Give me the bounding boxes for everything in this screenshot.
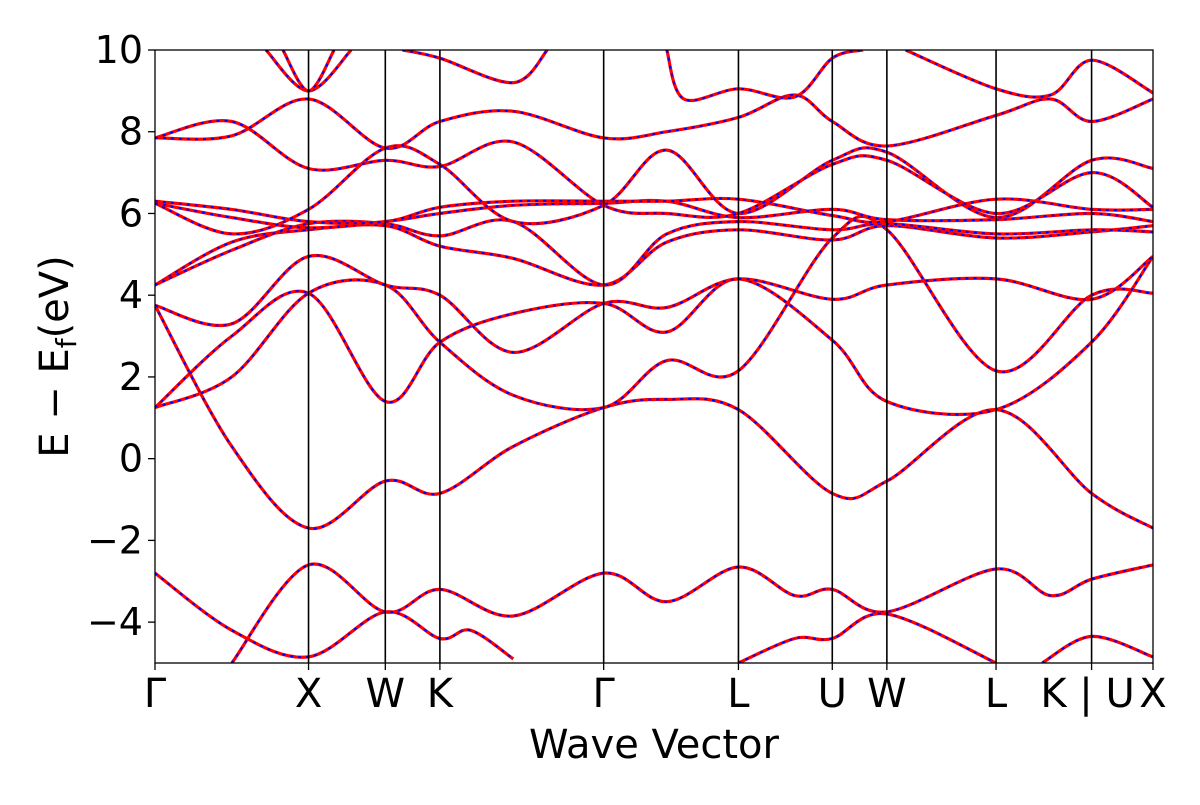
band-line-overlay-1 — [155, 572, 514, 660]
band-line-5 — [155, 304, 1153, 531]
kpoint-divider-lines — [307, 50, 1093, 663]
band-line-6 — [155, 214, 1153, 412]
y-axis-title-unit: (eV) — [32, 255, 78, 338]
y-tick-label: 0 — [119, 437, 143, 481]
band-line-15 — [155, 93, 1153, 150]
band-line-18 — [402, 50, 549, 85]
y-tick-label: −4 — [87, 600, 143, 644]
band-line-overlay-20 — [905, 50, 1153, 99]
band-line-overlay-3 — [737, 612, 997, 663]
band-line-8 — [155, 253, 1153, 355]
band-curves — [155, 50, 1153, 663]
x-tick-label: W — [366, 671, 406, 717]
y-axis-title-subscript: f — [50, 337, 83, 348]
y-tick-label: 10 — [95, 28, 143, 72]
x-tick-label: Γ — [144, 671, 167, 717]
x-tick-label: K — [427, 671, 455, 717]
y-tick-label: −2 — [87, 518, 143, 562]
y-tick-label: 8 — [119, 110, 143, 154]
band-line-overlay-15 — [155, 93, 1153, 150]
x-tick-label: L — [985, 671, 1008, 717]
x-axis-title: Wave Vector — [529, 722, 780, 768]
band-line-1 — [155, 571, 515, 661]
x-tick-label: W — [867, 671, 907, 717]
y-axis-title: E − Ef(eV) — [32, 255, 83, 458]
x-tick-label: X — [295, 671, 322, 717]
y-tick-label: 4 — [119, 273, 143, 317]
x-tick-label: Γ — [593, 671, 616, 717]
x-tick-label: X — [1139, 671, 1166, 717]
band-line-overlay-9 — [155, 223, 1153, 287]
band-line-overlay-16 — [265, 50, 352, 92]
band-line-overlay-8 — [155, 254, 1153, 354]
x-tick-label: U — [818, 671, 847, 717]
x-tick-label: L — [727, 671, 750, 717]
band-line-14 — [155, 119, 1153, 219]
band-line-12 — [155, 196, 1153, 225]
x-tick-label: K | U — [1040, 671, 1134, 717]
band-line-overlay-10 — [155, 218, 1153, 287]
y-axis-title-main: E − E — [32, 348, 78, 458]
band-line-overlay-5 — [155, 304, 1153, 530]
band-line-20 — [904, 50, 1153, 99]
y-tick-label: 2 — [119, 355, 143, 399]
band-line-2 — [230, 562, 1153, 663]
band-line-overlay-13 — [155, 144, 1153, 235]
y-tick-label: 6 — [119, 191, 143, 235]
y-axis-ticks: −4 −2 0 2 4 6 8 10 — [87, 28, 155, 644]
band-line-overlay-2 — [231, 562, 1153, 663]
band-line-overlay-19 — [665, 50, 864, 102]
band-line-overlay-7 — [155, 255, 1153, 416]
band-line-3 — [737, 612, 997, 663]
band-line-4 — [1041, 634, 1153, 663]
axes-frame — [154, 49, 1154, 664]
